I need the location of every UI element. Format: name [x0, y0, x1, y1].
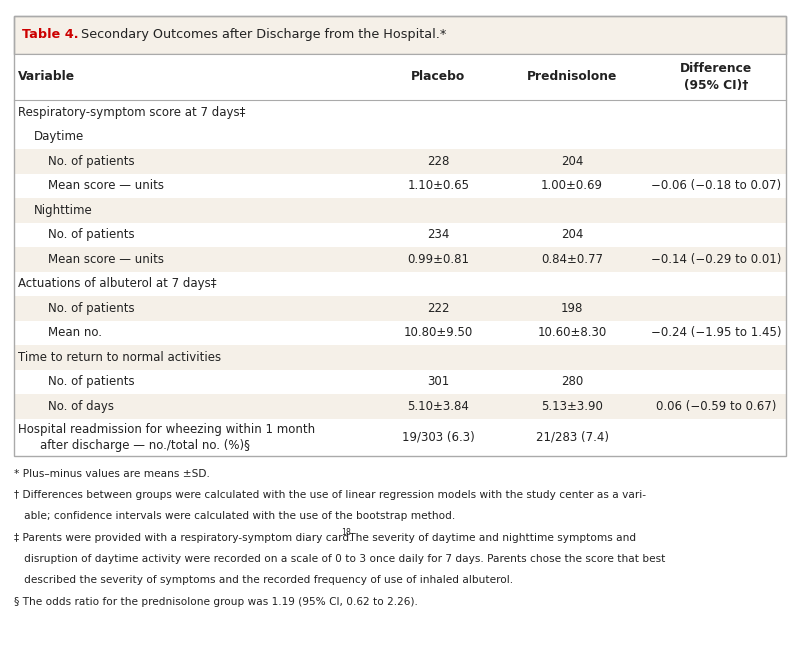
- Text: The severity of daytime and nighttime symptoms and: The severity of daytime and nighttime sy…: [346, 533, 637, 543]
- Text: Secondary Outcomes after Discharge from the Hospital.*: Secondary Outcomes after Discharge from …: [77, 28, 446, 41]
- Text: 204: 204: [561, 228, 583, 241]
- Text: Difference: Difference: [680, 62, 752, 75]
- Text: able; confidence intervals were calculated with the use of the bootstrap method.: able; confidence intervals were calculat…: [14, 511, 456, 522]
- Bar: [14, 100, 786, 124]
- Text: 10.80±9.50: 10.80±9.50: [404, 326, 473, 339]
- Text: 228: 228: [427, 155, 450, 168]
- Text: Respiratory-symptom score at 7 days‡: Respiratory-symptom score at 7 days‡: [18, 106, 245, 119]
- Text: 222: 222: [427, 302, 450, 315]
- Bar: [14, 370, 786, 394]
- Text: Mean score — units: Mean score — units: [48, 179, 164, 192]
- Text: § The odds ratio for the prednisolone group was 1.19 (95% CI, 0.62 to 2.26).: § The odds ratio for the prednisolone gr…: [14, 597, 418, 607]
- Text: Mean no.: Mean no.: [48, 326, 102, 339]
- Text: 301: 301: [427, 375, 450, 388]
- Bar: [14, 16, 786, 456]
- Text: 204: 204: [561, 155, 583, 168]
- Text: * Plus–minus values are means ±SD.: * Plus–minus values are means ±SD.: [14, 469, 210, 479]
- Text: Mean score — units: Mean score — units: [48, 253, 164, 266]
- Text: No. of patients: No. of patients: [48, 155, 134, 168]
- Text: Time to return to normal activities: Time to return to normal activities: [18, 351, 221, 364]
- Text: 234: 234: [427, 228, 450, 241]
- Text: disruption of daytime activity were recorded on a scale of 0 to 3 once daily for: disruption of daytime activity were reco…: [14, 554, 666, 564]
- Text: Nighttime: Nighttime: [34, 204, 92, 217]
- Text: Placebo: Placebo: [411, 70, 466, 83]
- Bar: [14, 419, 786, 456]
- Text: −0.14 (−0.29 to 0.01): −0.14 (−0.29 to 0.01): [651, 253, 781, 266]
- Text: † Differences between groups were calculated with the use of linear regression m: † Differences between groups were calcul…: [14, 490, 646, 501]
- Bar: [14, 272, 786, 296]
- Text: No. of patients: No. of patients: [48, 228, 134, 241]
- Text: Hospital readmission for wheezing within 1 month: Hospital readmission for wheezing within…: [18, 423, 314, 436]
- Bar: [14, 321, 786, 345]
- Text: 1.10±0.65: 1.10±0.65: [407, 179, 470, 192]
- Text: −0.24 (−1.95 to 1.45): −0.24 (−1.95 to 1.45): [650, 326, 782, 339]
- Bar: [14, 394, 786, 419]
- Text: after discharge — no./total no. (%)§: after discharge — no./total no. (%)§: [40, 439, 250, 452]
- Text: Table 4.: Table 4.: [22, 28, 79, 41]
- Bar: [14, 16, 786, 54]
- Text: described the severity of symptoms and the recorded frequency of use of inhaled : described the severity of symptoms and t…: [14, 575, 514, 586]
- Bar: [14, 198, 786, 223]
- Text: 5.13±3.90: 5.13±3.90: [541, 400, 603, 413]
- Text: 21/283 (7.4): 21/283 (7.4): [535, 431, 609, 444]
- Bar: [14, 345, 786, 370]
- Bar: [14, 296, 786, 321]
- Text: 280: 280: [561, 375, 583, 388]
- Text: 0.06 (−0.59 to 0.67): 0.06 (−0.59 to 0.67): [656, 400, 776, 413]
- Text: −0.06 (−0.18 to 0.07): −0.06 (−0.18 to 0.07): [651, 179, 781, 192]
- Text: 0.99±0.81: 0.99±0.81: [407, 253, 470, 266]
- Bar: [14, 174, 786, 198]
- Text: 10.60±8.30: 10.60±8.30: [538, 326, 606, 339]
- Text: No. of patients: No. of patients: [48, 375, 134, 388]
- Bar: [14, 149, 786, 174]
- Text: 5.10±3.84: 5.10±3.84: [407, 400, 470, 413]
- Text: 0.84±0.77: 0.84±0.77: [541, 253, 603, 266]
- Text: Daytime: Daytime: [34, 130, 84, 143]
- Text: 1.00±0.69: 1.00±0.69: [541, 179, 603, 192]
- Text: No. of days: No. of days: [48, 400, 114, 413]
- Text: No. of patients: No. of patients: [48, 302, 134, 315]
- Text: Variable: Variable: [18, 70, 74, 83]
- Bar: [14, 54, 786, 100]
- Bar: [14, 247, 786, 272]
- Bar: [14, 124, 786, 149]
- Text: (95% CI)†: (95% CI)†: [684, 79, 748, 92]
- Bar: [14, 223, 786, 247]
- Text: 198: 198: [561, 302, 583, 315]
- Text: Actuations of albuterol at 7 days‡: Actuations of albuterol at 7 days‡: [18, 277, 216, 290]
- Text: 18: 18: [341, 528, 350, 537]
- Text: ‡ Parents were provided with a respiratory-symptom diary card.: ‡ Parents were provided with a respirato…: [14, 533, 353, 543]
- Text: Prednisolone: Prednisolone: [527, 70, 617, 83]
- Text: 19/303 (6.3): 19/303 (6.3): [402, 431, 474, 444]
